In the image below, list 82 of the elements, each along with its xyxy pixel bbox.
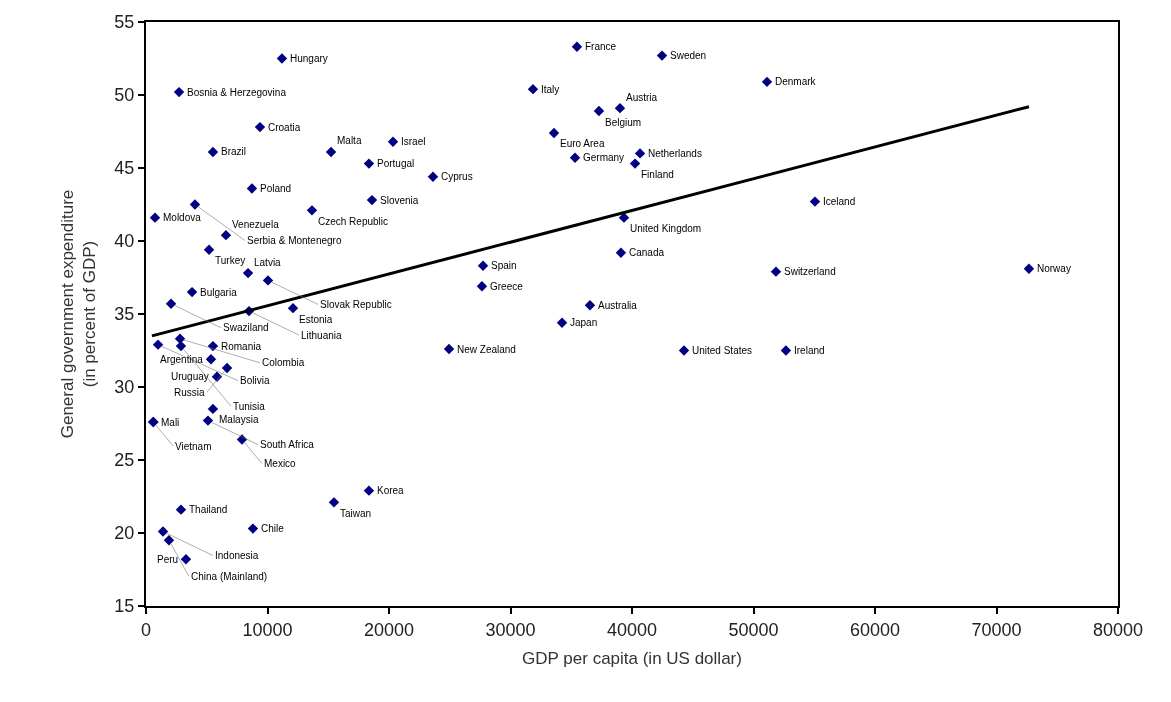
data-label: Poland — [260, 183, 292, 194]
y-axis-title: General government expenditure (in percent of GDP) — [58, 189, 100, 439]
data-label: Lithuania — [301, 330, 343, 341]
x-tick-label: 10000 — [242, 619, 293, 640]
data-label: Finland — [641, 169, 674, 180]
data-label: United Kingdom — [630, 223, 702, 234]
data-label: Portugal — [377, 158, 415, 169]
data-label: Brazil — [221, 146, 247, 157]
data-label: Serbia & Montenegro — [247, 235, 342, 246]
data-label: Taiwan — [340, 508, 372, 519]
data-label: Bulgaria — [200, 287, 238, 298]
data-label: Argentina — [160, 354, 204, 365]
data-label: Iceland — [823, 196, 856, 207]
data-label: Croatia — [268, 122, 301, 133]
data-label: Israel — [401, 136, 426, 147]
data-label: Italy — [541, 84, 560, 95]
data-label: Estonia — [299, 314, 333, 325]
data-label: Russia — [174, 387, 205, 398]
data-label: Bolivia — [240, 375, 270, 386]
data-label: Uruguay — [171, 371, 209, 382]
data-label: Mali — [161, 417, 180, 428]
data-label: Slovak Republic — [320, 299, 392, 310]
data-label: Denmark — [775, 76, 817, 87]
data-label: Bosnia & Herzegovina — [187, 87, 287, 98]
data-label: Norway — [1037, 263, 1071, 274]
x-tick-label: 50000 — [728, 619, 779, 640]
data-label: Slovenia — [380, 195, 419, 206]
data-label: Cyprus — [441, 171, 473, 182]
x-tick-label: 60000 — [849, 619, 901, 640]
x-tick-label: 30000 — [485, 619, 536, 640]
data-label: United States — [692, 345, 753, 356]
data-label: Swaziland — [223, 322, 269, 333]
data-label: South Africa — [260, 439, 315, 450]
data-label: Spain — [491, 260, 517, 271]
y-tick-label: 25 — [114, 450, 135, 471]
x-tick-label: 80000 — [1092, 619, 1144, 640]
y-tick-label: 30 — [114, 377, 135, 398]
data-label: Latvia — [254, 257, 282, 268]
data-label: Tunisia — [233, 401, 266, 412]
data-label: Switzerland — [784, 266, 836, 277]
data-label: Netherlands — [648, 148, 702, 159]
y-tick-label: 40 — [114, 231, 135, 252]
x-axis-title: GDP per capita (in US dollar) — [522, 649, 742, 669]
data-label: Canada — [629, 247, 665, 258]
x-tick-label: 0 — [140, 619, 152, 640]
data-label: Greece — [490, 281, 524, 292]
data-label: Korea — [377, 485, 405, 496]
data-label: Thailand — [189, 504, 228, 515]
data-label: Ireland — [794, 345, 825, 356]
data-label: New Zealand — [457, 344, 516, 355]
data-label: Austria — [626, 92, 658, 103]
data-label: Vietnam — [175, 441, 212, 452]
data-label: France — [585, 41, 617, 52]
data-label: Hungary — [290, 53, 328, 64]
data-label: Romania — [221, 341, 262, 352]
data-label: Sweden — [670, 50, 707, 61]
data-label: Moldova — [163, 212, 202, 223]
data-label: Euro Area — [560, 138, 605, 149]
data-label: Malta — [337, 135, 362, 146]
x-tick-label: 20000 — [363, 619, 415, 640]
data-label: China (Mainland) — [191, 571, 268, 582]
y-tick-label: 15 — [114, 596, 135, 617]
x-tick-label: 40000 — [606, 619, 658, 640]
y-tick-label: 45 — [114, 158, 135, 179]
data-label: Turkey — [215, 255, 246, 266]
y-tick-label: 55 — [114, 12, 135, 33]
data-label: Venezuela — [232, 219, 280, 230]
data-label: Australia — [598, 300, 638, 311]
y-tick-label: 50 — [114, 85, 135, 106]
data-label: Mexico — [264, 458, 297, 469]
y-tick-label: 20 — [114, 523, 135, 544]
y-tick-label: 35 — [114, 304, 135, 325]
data-label: Peru — [157, 554, 179, 565]
x-tick-label: 70000 — [971, 619, 1022, 640]
data-label: Colombia — [262, 357, 305, 368]
data-label: Czech Republic — [318, 216, 389, 227]
data-label: Indonesia — [215, 550, 259, 561]
data-label: Malaysia — [219, 414, 259, 425]
data-label: Belgium — [605, 117, 642, 128]
data-label: Japan — [570, 317, 598, 328]
data-label: Chile — [261, 523, 285, 534]
data-label: Germany — [583, 152, 625, 163]
